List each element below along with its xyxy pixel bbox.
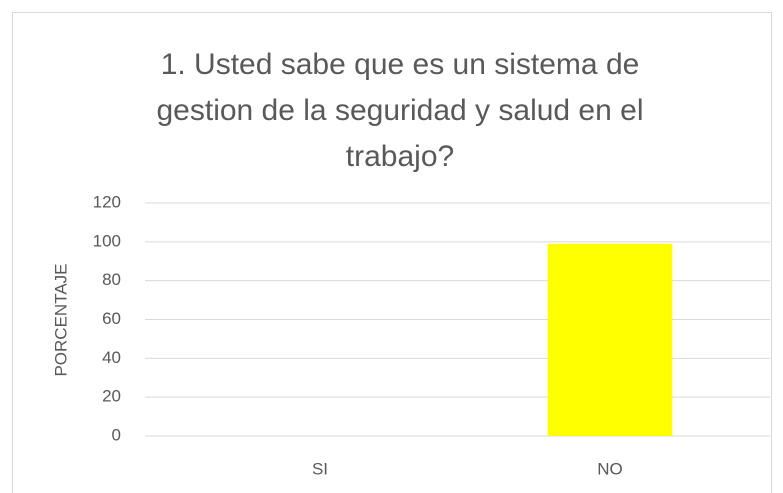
bar [547, 243, 673, 436]
y-tick-label: 60 [102, 309, 121, 328]
y-tick-label: 80 [102, 270, 121, 289]
y-tick-label: 0 [112, 425, 121, 444]
chart-title: trabajo? [346, 140, 454, 173]
y-tick-label: 20 [102, 387, 121, 406]
chart-title: 1. Usted sabe que es un sistema de [161, 48, 640, 81]
y-axis-label: PORCENTAJE [51, 263, 70, 376]
chart-title: gestion de la seguridad y salud en el [156, 94, 643, 127]
x-tick-label: SI [312, 459, 328, 478]
y-tick-label: 40 [102, 348, 121, 367]
x-tick-label: NO [597, 459, 623, 478]
y-tick-label: 120 [93, 192, 121, 211]
y-tick-label: 100 [93, 231, 121, 250]
